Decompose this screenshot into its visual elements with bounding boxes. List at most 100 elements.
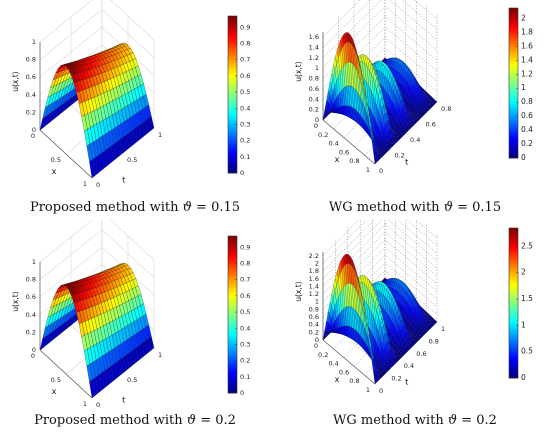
t-tick-label: 0.6 (426, 121, 436, 129)
t-axis-label: t (405, 377, 408, 386)
colorbar-swatch (509, 354, 518, 358)
surface-plot-2: 00.20.40.60.811.21.41.600.20.40.60.81 00.… (294, 0, 533, 175)
surface-cell (89, 379, 96, 399)
colorbar-swatch (228, 55, 237, 59)
colorbar-swatch (509, 17, 518, 21)
colorbar-swatch (228, 25, 237, 29)
colorbar-swatch (509, 242, 518, 245)
colorbar-swatch (228, 99, 237, 103)
grid-line (39, 0, 155, 43)
colorbar-swatch (509, 361, 518, 365)
surface-cell (373, 150, 377, 165)
caption-4-prefix: WG method with (333, 413, 448, 428)
z-tick-label: 0.4 (26, 311, 36, 319)
x-axis-label: x (335, 375, 340, 384)
x-tick-label: 0 (31, 352, 35, 360)
z-tick-label: 1 (32, 38, 36, 46)
colorbar-swatch (509, 68, 518, 72)
colorbar-swatch (228, 253, 237, 257)
chart-panel-3: 0 0.2 0.4 0.6 0.8 1 0 0.5 1 0 0.5 1 u(x,t) x t 0 0.1 0.2 0… (0, 220, 275, 415)
colorbar-swatch (509, 253, 518, 257)
colorbar-swatch (509, 22, 518, 25)
caption-3-symbol: ϑ (186, 413, 197, 428)
colorbar-swatch (509, 272, 518, 276)
colorbar-swatch (228, 373, 237, 377)
colorbar-swatch (509, 31, 518, 35)
colorbar-swatch (228, 339, 237, 342)
colorbar-tick-label: 0 (521, 153, 526, 162)
colorbar-swatch (228, 106, 237, 110)
colorbar-swatch (509, 342, 518, 346)
colorbar-swatch (228, 380, 237, 384)
colorbar-tick-label: 1 (521, 83, 526, 92)
z-axis-label: u(x,t) (294, 281, 303, 301)
axis-line (322, 339, 376, 385)
grid-line (322, 0, 438, 38)
z-tick-label: 1 (315, 64, 319, 72)
z-tick-label: 0 (32, 126, 36, 134)
colorbar-swatch (228, 378, 237, 382)
colorbar-swatch (509, 230, 518, 234)
colorbar-swatch (228, 287, 237, 291)
colorbar-swatch (509, 36, 518, 39)
colorbar-swatch (509, 59, 518, 63)
colorbar-swatch (228, 40, 237, 44)
colorbar-swatch (228, 18, 237, 22)
colorbar-swatch (509, 281, 518, 285)
colorbar-swatch (228, 96, 237, 100)
chart-panel-4: 0 0.2 0.4 0.6 0.8 1 1.2 1.4 1.6 1.8 2 2.2 0 0.2 0.4 0.6… (275, 220, 550, 415)
colorbar-swatch (509, 335, 518, 339)
t-tick-label: 0.4 (410, 136, 420, 144)
colorbar-swatch (509, 155, 518, 159)
grid-line (322, 220, 438, 272)
z-axis-label: u(x,t) (11, 291, 20, 311)
colorbar-swatch (509, 33, 518, 37)
colorbar-swatch (509, 317, 518, 320)
colorbar-swatch (228, 275, 237, 279)
colorbar-swatch (228, 262, 237, 266)
colorbar-swatch (228, 324, 237, 328)
colorbar-swatch (228, 316, 237, 320)
colorbar-swatch (228, 35, 237, 39)
z-axis-label: u(x,t) (294, 61, 303, 81)
z-tick-label: 0.4 (26, 91, 36, 99)
colorbar-swatch (228, 30, 237, 34)
x-tick-label: 0.6 (339, 148, 349, 156)
colorbar-swatch (509, 40, 518, 44)
colorbar-frame (508, 227, 519, 379)
colorbar-swatch (509, 331, 518, 334)
z-tick-label: 0.6 (309, 85, 319, 93)
colorbar-tick-label: 2 (521, 13, 526, 22)
colorbar-swatch (228, 123, 237, 127)
colorbar-swatch (509, 45, 518, 49)
colorbar-swatch (509, 298, 518, 302)
colorbar-swatch (228, 119, 237, 122)
caption-2-rest: = 0.15 (452, 200, 502, 215)
colorbar-swatch (509, 370, 518, 374)
colorbar: 0 0.1 0.2 0.3 0.4 0.5 0.6 0.7 0.8 0.9 (227, 15, 250, 177)
colorbar-tick-label: 0.7 (240, 276, 250, 284)
colorbar-swatch (509, 326, 518, 330)
colorbar-swatch (228, 160, 237, 164)
colorbar-frame (508, 7, 519, 159)
colorbar-swatch (228, 170, 237, 174)
colorbar-swatch (228, 72, 237, 76)
colorbar-tick-label: 0.1 (240, 153, 250, 161)
caption-1-prefix: Proposed method with (29, 200, 183, 215)
caption-4-symbol: ϑ (447, 413, 458, 428)
colorbar-swatch (228, 69, 237, 73)
x-tick-label: 1 (366, 166, 370, 174)
x-axis-label: x (52, 167, 57, 176)
t-tick-label: 0.8 (429, 337, 439, 345)
z-tick-label: 1.8 (309, 267, 319, 275)
x-tick-label: 1 (83, 180, 87, 188)
grid-line (335, 327, 388, 372)
z-axis-label: u(x,t) (11, 71, 20, 91)
z-tick-label: 0.4 (309, 95, 319, 103)
grid-line (322, 262, 438, 325)
colorbar-swatch (509, 356, 518, 360)
colorbar: 0 0.5 1 1.5 2 2.5 (508, 227, 533, 382)
z-tick-label: 0.8 (309, 305, 319, 313)
colorbar-swatch (228, 297, 237, 301)
colorbar-swatch (509, 319, 518, 323)
